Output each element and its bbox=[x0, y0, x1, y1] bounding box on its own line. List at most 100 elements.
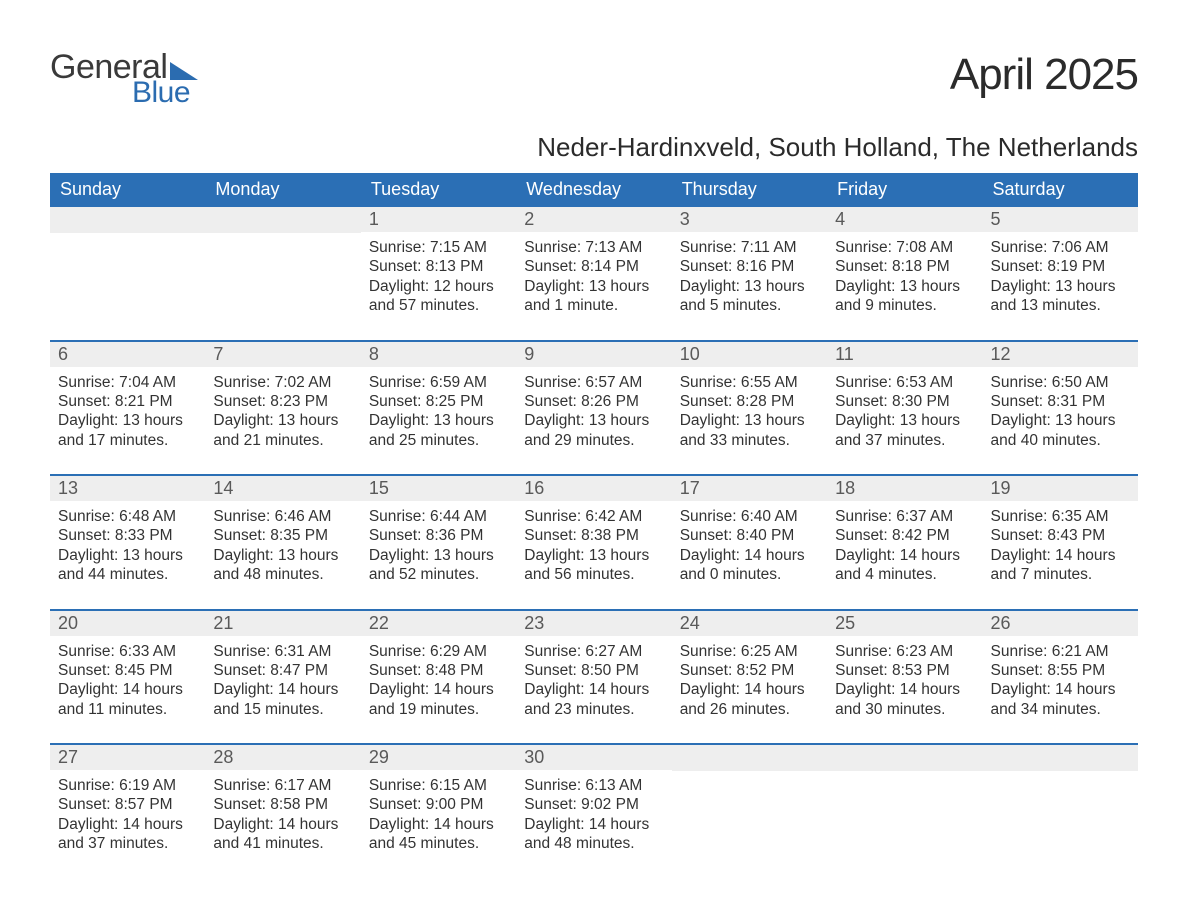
sunrise-text: Sunrise: 6:27 AM bbox=[524, 642, 663, 661]
sunrise-text: Sunrise: 6:37 AM bbox=[835, 507, 974, 526]
sunset-text: Sunset: 8:40 PM bbox=[680, 526, 819, 545]
day-number: 15 bbox=[361, 476, 516, 501]
day-number: 7 bbox=[205, 342, 360, 367]
calendar-day-cell: 7Sunrise: 7:02 AMSunset: 8:23 PMDaylight… bbox=[205, 342, 360, 455]
daylight-text: Daylight: 13 hours and 44 minutes. bbox=[58, 546, 197, 585]
day-number: 19 bbox=[983, 476, 1138, 501]
weekday-header: Wednesday bbox=[516, 173, 671, 207]
day-body: Sunrise: 6:27 AMSunset: 8:50 PMDaylight:… bbox=[516, 636, 671, 724]
calendar: Sunday Monday Tuesday Wednesday Thursday… bbox=[50, 173, 1138, 858]
daylight-text: Daylight: 14 hours and 45 minutes. bbox=[369, 815, 508, 854]
daylight-text: Daylight: 13 hours and 5 minutes. bbox=[680, 277, 819, 316]
daylight-text: Daylight: 13 hours and 13 minutes. bbox=[991, 277, 1130, 316]
sunrise-text: Sunrise: 7:02 AM bbox=[213, 373, 352, 392]
daylight-text: Daylight: 14 hours and 11 minutes. bbox=[58, 680, 197, 719]
daylight-text: Daylight: 14 hours and 23 minutes. bbox=[524, 680, 663, 719]
sunrise-text: Sunrise: 6:57 AM bbox=[524, 373, 663, 392]
daylight-text: Daylight: 13 hours and 56 minutes. bbox=[524, 546, 663, 585]
day-body: Sunrise: 6:44 AMSunset: 8:36 PMDaylight:… bbox=[361, 501, 516, 589]
day-number bbox=[983, 745, 1138, 771]
weekday-header: Thursday bbox=[672, 173, 827, 207]
sunrise-text: Sunrise: 6:59 AM bbox=[369, 373, 508, 392]
sunset-text: Sunset: 8:13 PM bbox=[369, 257, 508, 276]
sunrise-text: Sunrise: 6:40 AM bbox=[680, 507, 819, 526]
daylight-text: Daylight: 13 hours and 25 minutes. bbox=[369, 411, 508, 450]
calendar-day-cell: 20Sunrise: 6:33 AMSunset: 8:45 PMDayligh… bbox=[50, 611, 205, 724]
day-body: Sunrise: 7:13 AMSunset: 8:14 PMDaylight:… bbox=[516, 232, 671, 320]
day-number: 4 bbox=[827, 207, 982, 232]
day-body: Sunrise: 6:21 AMSunset: 8:55 PMDaylight:… bbox=[983, 636, 1138, 724]
day-body: Sunrise: 6:23 AMSunset: 8:53 PMDaylight:… bbox=[827, 636, 982, 724]
sunset-text: Sunset: 8:14 PM bbox=[524, 257, 663, 276]
sunset-text: Sunset: 8:26 PM bbox=[524, 392, 663, 411]
sunset-text: Sunset: 8:16 PM bbox=[680, 257, 819, 276]
daylight-text: Daylight: 13 hours and 33 minutes. bbox=[680, 411, 819, 450]
daylight-text: Daylight: 14 hours and 37 minutes. bbox=[58, 815, 197, 854]
day-number: 28 bbox=[205, 745, 360, 770]
daylight-text: Daylight: 13 hours and 40 minutes. bbox=[991, 411, 1130, 450]
sunset-text: Sunset: 8:30 PM bbox=[835, 392, 974, 411]
sunrise-text: Sunrise: 6:48 AM bbox=[58, 507, 197, 526]
day-body: Sunrise: 7:11 AMSunset: 8:16 PMDaylight:… bbox=[672, 232, 827, 320]
calendar-day-cell: 6Sunrise: 7:04 AMSunset: 8:21 PMDaylight… bbox=[50, 342, 205, 455]
calendar-day-cell: 21Sunrise: 6:31 AMSunset: 8:47 PMDayligh… bbox=[205, 611, 360, 724]
calendar-day-cell: 10Sunrise: 6:55 AMSunset: 8:28 PMDayligh… bbox=[672, 342, 827, 455]
daylight-text: Daylight: 14 hours and 41 minutes. bbox=[213, 815, 352, 854]
calendar-day-cell: 15Sunrise: 6:44 AMSunset: 8:36 PMDayligh… bbox=[361, 476, 516, 589]
calendar-day-cell: 30Sunrise: 6:13 AMSunset: 9:02 PMDayligh… bbox=[516, 745, 671, 858]
sunrise-text: Sunrise: 6:55 AM bbox=[680, 373, 819, 392]
day-number: 3 bbox=[672, 207, 827, 232]
day-body: Sunrise: 6:42 AMSunset: 8:38 PMDaylight:… bbox=[516, 501, 671, 589]
brand-name-part2: Blue bbox=[132, 78, 198, 108]
sunrise-text: Sunrise: 6:21 AM bbox=[991, 642, 1130, 661]
sunrise-text: Sunrise: 6:15 AM bbox=[369, 776, 508, 795]
weekday-header: Sunday bbox=[50, 173, 205, 207]
sunrise-text: Sunrise: 7:13 AM bbox=[524, 238, 663, 257]
calendar-day-cell: 5Sunrise: 7:06 AMSunset: 8:19 PMDaylight… bbox=[983, 207, 1138, 320]
day-body: Sunrise: 6:25 AMSunset: 8:52 PMDaylight:… bbox=[672, 636, 827, 724]
brand-logo: General Blue bbox=[50, 50, 198, 108]
sunset-text: Sunset: 8:28 PM bbox=[680, 392, 819, 411]
sunrise-text: Sunrise: 7:06 AM bbox=[991, 238, 1130, 257]
calendar-day-cell: 24Sunrise: 6:25 AMSunset: 8:52 PMDayligh… bbox=[672, 611, 827, 724]
sunset-text: Sunset: 8:53 PM bbox=[835, 661, 974, 680]
weekday-header: Friday bbox=[827, 173, 982, 207]
day-body: Sunrise: 6:48 AMSunset: 8:33 PMDaylight:… bbox=[50, 501, 205, 589]
sunset-text: Sunset: 8:38 PM bbox=[524, 526, 663, 545]
sunset-text: Sunset: 8:31 PM bbox=[991, 392, 1130, 411]
sunset-text: Sunset: 8:55 PM bbox=[991, 661, 1130, 680]
day-body: Sunrise: 6:13 AMSunset: 9:02 PMDaylight:… bbox=[516, 770, 671, 858]
day-number: 2 bbox=[516, 207, 671, 232]
day-body: Sunrise: 6:59 AMSunset: 8:25 PMDaylight:… bbox=[361, 367, 516, 455]
day-body: Sunrise: 6:19 AMSunset: 8:57 PMDaylight:… bbox=[50, 770, 205, 858]
sunrise-text: Sunrise: 6:33 AM bbox=[58, 642, 197, 661]
sunset-text: Sunset: 8:23 PM bbox=[213, 392, 352, 411]
sunset-text: Sunset: 8:35 PM bbox=[213, 526, 352, 545]
sunset-text: Sunset: 8:36 PM bbox=[369, 526, 508, 545]
daylight-text: Daylight: 13 hours and 1 minute. bbox=[524, 277, 663, 316]
day-number bbox=[672, 745, 827, 771]
calendar-day-cell: 28Sunrise: 6:17 AMSunset: 8:58 PMDayligh… bbox=[205, 745, 360, 858]
daylight-text: Daylight: 12 hours and 57 minutes. bbox=[369, 277, 508, 316]
daylight-text: Daylight: 13 hours and 29 minutes. bbox=[524, 411, 663, 450]
daylight-text: Daylight: 14 hours and 48 minutes. bbox=[524, 815, 663, 854]
day-body: Sunrise: 6:37 AMSunset: 8:42 PMDaylight:… bbox=[827, 501, 982, 589]
sunset-text: Sunset: 8:58 PM bbox=[213, 795, 352, 814]
sunrise-text: Sunrise: 7:04 AM bbox=[58, 373, 197, 392]
calendar-day-cell: 13Sunrise: 6:48 AMSunset: 8:33 PMDayligh… bbox=[50, 476, 205, 589]
sunrise-text: Sunrise: 6:31 AM bbox=[213, 642, 352, 661]
day-number: 26 bbox=[983, 611, 1138, 636]
sunrise-text: Sunrise: 6:29 AM bbox=[369, 642, 508, 661]
calendar-week-row: 13Sunrise: 6:48 AMSunset: 8:33 PMDayligh… bbox=[50, 474, 1138, 589]
sunset-text: Sunset: 9:00 PM bbox=[369, 795, 508, 814]
sunset-text: Sunset: 8:50 PM bbox=[524, 661, 663, 680]
day-body: Sunrise: 6:15 AMSunset: 9:00 PMDaylight:… bbox=[361, 770, 516, 858]
sunrise-text: Sunrise: 6:25 AM bbox=[680, 642, 819, 661]
location-label: Neder-Hardinxveld, South Holland, The Ne… bbox=[50, 132, 1138, 163]
day-number: 6 bbox=[50, 342, 205, 367]
day-number: 22 bbox=[361, 611, 516, 636]
daylight-text: Daylight: 13 hours and 9 minutes. bbox=[835, 277, 974, 316]
calendar-day-cell: 3Sunrise: 7:11 AMSunset: 8:16 PMDaylight… bbox=[672, 207, 827, 320]
sunset-text: Sunset: 9:02 PM bbox=[524, 795, 663, 814]
day-number: 25 bbox=[827, 611, 982, 636]
